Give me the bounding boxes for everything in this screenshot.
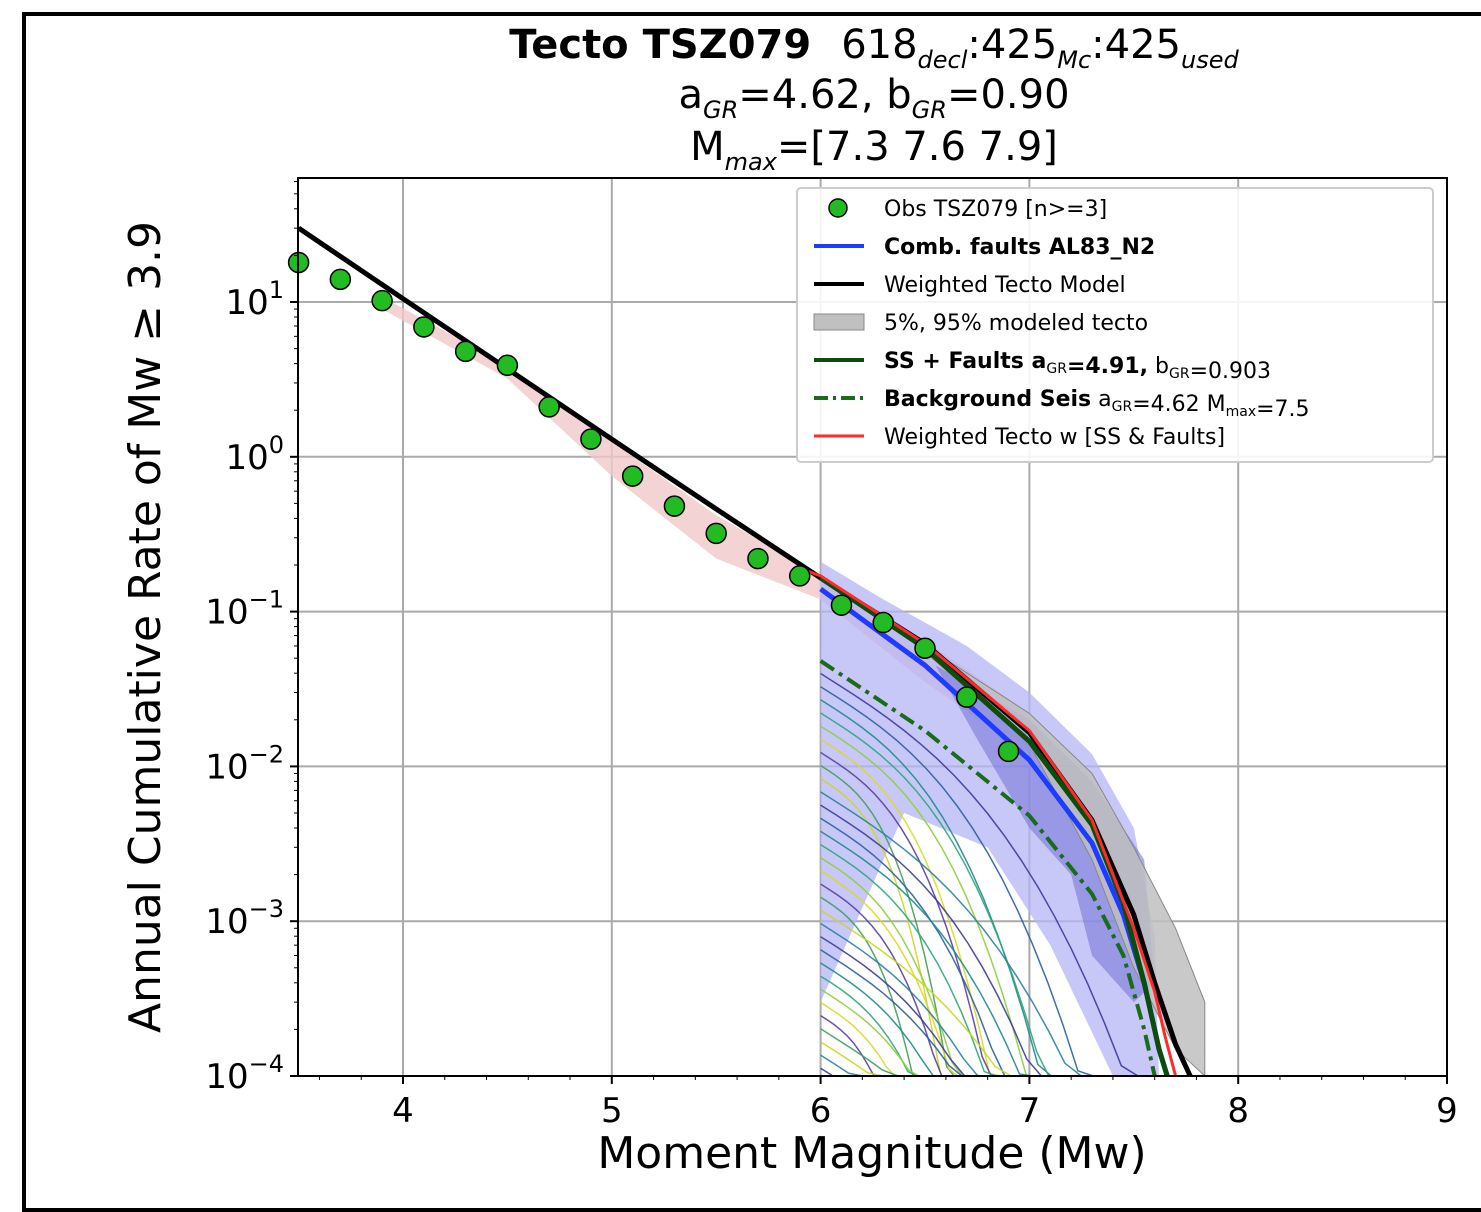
title-count-2: 425 xyxy=(981,22,1057,68)
legend-label-ss: SS + Faults aGR=4.91, bGR=0.903 xyxy=(884,349,1271,384)
y-tick-label: 100 xyxy=(225,431,284,478)
legend-box xyxy=(796,187,1434,463)
fault-curve xyxy=(820,686,1124,1077)
title-name: Tecto TSZ079 xyxy=(509,22,811,68)
fault-uncertainty-band xyxy=(820,561,1159,1076)
obs-point xyxy=(413,316,435,338)
title-count-1: 618 xyxy=(841,22,917,68)
legend-label-band: 5%, 95% modeled tecto xyxy=(884,311,1148,336)
obs-point xyxy=(329,268,352,291)
series-line xyxy=(799,566,1178,1077)
obs-point xyxy=(872,611,894,634)
legend-label-wss: Weighted Tecto w [SS & Faults] xyxy=(884,425,1225,450)
chart-title-line1: Tecto TSZ079 618decl:425Mc:425used xyxy=(509,22,1239,74)
x-tick-label: 9 xyxy=(1436,1091,1458,1131)
y-axis-label: Annual Cumulative Rate of Mw ≥ 3.9 xyxy=(120,221,171,1033)
series-line xyxy=(819,659,1157,1077)
obs-point xyxy=(747,547,769,570)
legend: Obs TSZ079 [n>=3] Comb. faults AL83_N2 Wei… xyxy=(796,187,1434,463)
obs-point xyxy=(371,289,393,312)
title-sep-2: : xyxy=(1091,22,1104,68)
title-count-1-sub: decl xyxy=(918,46,968,74)
y-tick-label: 10−2 xyxy=(205,740,284,787)
legend-label-obs: Obs TSZ079 [n>=3] xyxy=(884,197,1107,222)
fault-inner-band xyxy=(935,665,1155,1003)
y-tick-label: 101 xyxy=(225,276,284,323)
legend-marker xyxy=(828,198,848,218)
obs-point xyxy=(997,740,1020,763)
x-tick-label: 8 xyxy=(1227,1091,1249,1131)
x-tick-label: 7 xyxy=(1019,1091,1041,1131)
title-b-gr: 0.90 xyxy=(980,72,1069,118)
fault-curve xyxy=(820,725,1063,1077)
obs-point xyxy=(538,396,560,418)
legend-label-bg: Background Seis aGR=4.62 Mmax=7.5 xyxy=(884,387,1310,422)
legend-label-weighted: Weighted Tecto Model xyxy=(884,273,1126,298)
ticks: 4 5 6 7 8 9 101 100 10−1 10−2 10−3 10−4 xyxy=(205,181,1458,1131)
title-count-3: 425 xyxy=(1105,22,1181,68)
title-mmax: [7.3 7.6 7.9] xyxy=(810,124,1057,170)
title-a-gr: 4.62 xyxy=(772,72,861,118)
obs-point xyxy=(454,340,477,363)
title-count-3-sub: used xyxy=(1181,46,1239,74)
title-count-2-sub: Mc xyxy=(1057,46,1091,74)
y-tick-label: 10−3 xyxy=(205,895,284,942)
x-tick-label: 5 xyxy=(601,1091,623,1131)
obs-point xyxy=(580,428,602,450)
title-sep-1: : xyxy=(967,22,980,68)
legend-swatch xyxy=(813,313,865,331)
x-axis-label: Moment Magnitude (Mw) xyxy=(597,1128,1146,1179)
fault-curve xyxy=(820,672,1155,1077)
fault-curve xyxy=(820,712,1061,1077)
obs-point xyxy=(663,495,686,517)
obs-point xyxy=(956,686,978,708)
fault-curve xyxy=(820,751,1001,1077)
obs-points xyxy=(287,251,1020,763)
chart-title-line3: Mmax=[7.3 7.6 7.9] xyxy=(690,124,1058,176)
legend-handle-obs xyxy=(828,198,848,218)
obs-point xyxy=(705,522,727,545)
legend-label-comb: Comb. faults AL83_N2 xyxy=(884,235,1155,260)
obs-point xyxy=(496,354,519,377)
legend-handle-band xyxy=(813,313,865,331)
chart-title-line2: aGR=4.62, bGR=0.90 xyxy=(678,72,1069,124)
x-tick-label: 4 xyxy=(392,1091,414,1131)
y-tick-label: 10−4 xyxy=(205,1050,284,1097)
obs-point xyxy=(830,594,853,616)
obs-point xyxy=(788,565,811,587)
y-tick-label: 10−1 xyxy=(205,586,284,633)
x-tick-label: 6 xyxy=(810,1091,832,1131)
obs-point xyxy=(914,637,936,659)
obs-point xyxy=(621,465,644,487)
